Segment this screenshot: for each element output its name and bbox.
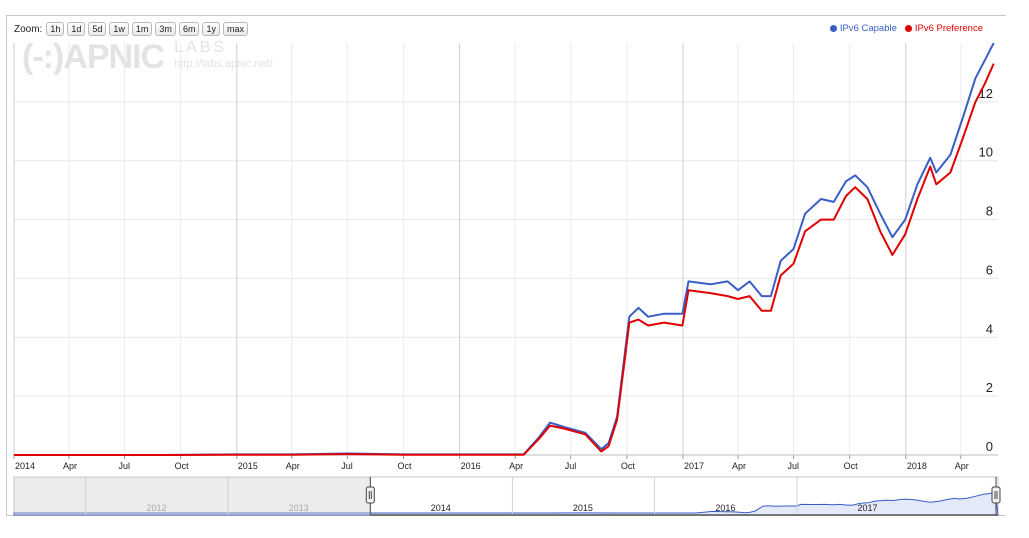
y-tick-label: 2 bbox=[986, 380, 993, 395]
zoom-bar: Zoom: 1h 1d 5d 1w 1m 3m 6m 1y max bbox=[14, 21, 251, 37]
legend: IPv6 Capable IPv6 Preference bbox=[822, 21, 983, 35]
zoom-label: Zoom: bbox=[14, 23, 43, 35]
zoom-1d-button[interactable]: 1d bbox=[67, 22, 86, 36]
x-tick-label: 2015 bbox=[238, 461, 258, 471]
y-tick-label: 10 bbox=[979, 145, 993, 160]
navigator-year-label: 2015 bbox=[573, 503, 593, 513]
navigator-right-handle[interactable] bbox=[991, 477, 1001, 515]
zoom-max-button[interactable]: max bbox=[222, 22, 248, 36]
x-tick-label: Apr bbox=[732, 461, 746, 471]
x-tick-label: Apr bbox=[955, 461, 969, 471]
y-tick-label: 6 bbox=[986, 262, 993, 277]
zoom-3m-button[interactable]: 3m bbox=[155, 22, 176, 36]
zoom-6m-button[interactable]: 6m bbox=[178, 22, 200, 36]
zoom-5d-button[interactable]: 5d bbox=[88, 22, 107, 36]
handle-grip bbox=[991, 486, 1001, 504]
x-tick-label: Oct bbox=[621, 461, 636, 471]
x-tick-label: Jul bbox=[118, 461, 130, 471]
series-line-ipv6-preference bbox=[14, 63, 995, 456]
x-tick-label: 2017 bbox=[684, 461, 704, 471]
navigator-year-label: 2013 bbox=[289, 503, 309, 513]
navigator-year-label: 2012 bbox=[147, 503, 167, 513]
navigator-year-label: 2017 bbox=[858, 503, 878, 513]
x-tick-label: Oct bbox=[844, 461, 859, 471]
x-tick-label: Oct bbox=[397, 461, 412, 471]
handle-grip bbox=[365, 486, 375, 504]
y-tick-label: 0 bbox=[986, 439, 993, 454]
x-tick-label: Jul bbox=[788, 461, 800, 471]
zoom-1m-button[interactable]: 1m bbox=[131, 22, 153, 36]
x-tick-label: 2018 bbox=[907, 461, 927, 471]
y-tick-label: 4 bbox=[986, 321, 993, 336]
navigator-series-area bbox=[13, 492, 999, 516]
navigator-left-handle[interactable] bbox=[365, 477, 375, 515]
zoom-1h-button[interactable]: 1h bbox=[46, 22, 65, 36]
legend-dot-icon bbox=[904, 24, 912, 32]
x-tick-label: 2016 bbox=[461, 461, 481, 471]
x-tick-label: Jul bbox=[341, 461, 353, 471]
navigator-year-label: 2014 bbox=[431, 503, 451, 513]
x-tick-label: Apr bbox=[63, 461, 77, 471]
x-tick-label: Jul bbox=[565, 461, 577, 471]
zoom-1y-button[interactable]: 1y bbox=[202, 22, 220, 36]
zoom-1w-button[interactable]: 1w bbox=[109, 22, 129, 36]
legend-label: IPv6 Capable bbox=[839, 22, 897, 34]
legend-item-capable[interactable]: IPv6 Capable bbox=[829, 22, 897, 34]
x-tick-label: Oct bbox=[175, 461, 190, 471]
legend-item-preference[interactable]: IPv6 Preference bbox=[904, 22, 983, 34]
legend-label: IPv6 Preference bbox=[914, 22, 983, 34]
series-line-ipv6-capable bbox=[14, 42, 995, 456]
x-tick-label: Apr bbox=[286, 461, 300, 471]
x-tick-label: 2014 bbox=[15, 461, 35, 471]
x-tick-label: Apr bbox=[509, 461, 523, 471]
navigator-year-label: 2016 bbox=[715, 503, 735, 513]
navigator-mask bbox=[14, 477, 371, 515]
y-tick-label: 8 bbox=[986, 204, 993, 219]
legend-dot-icon bbox=[829, 24, 837, 32]
